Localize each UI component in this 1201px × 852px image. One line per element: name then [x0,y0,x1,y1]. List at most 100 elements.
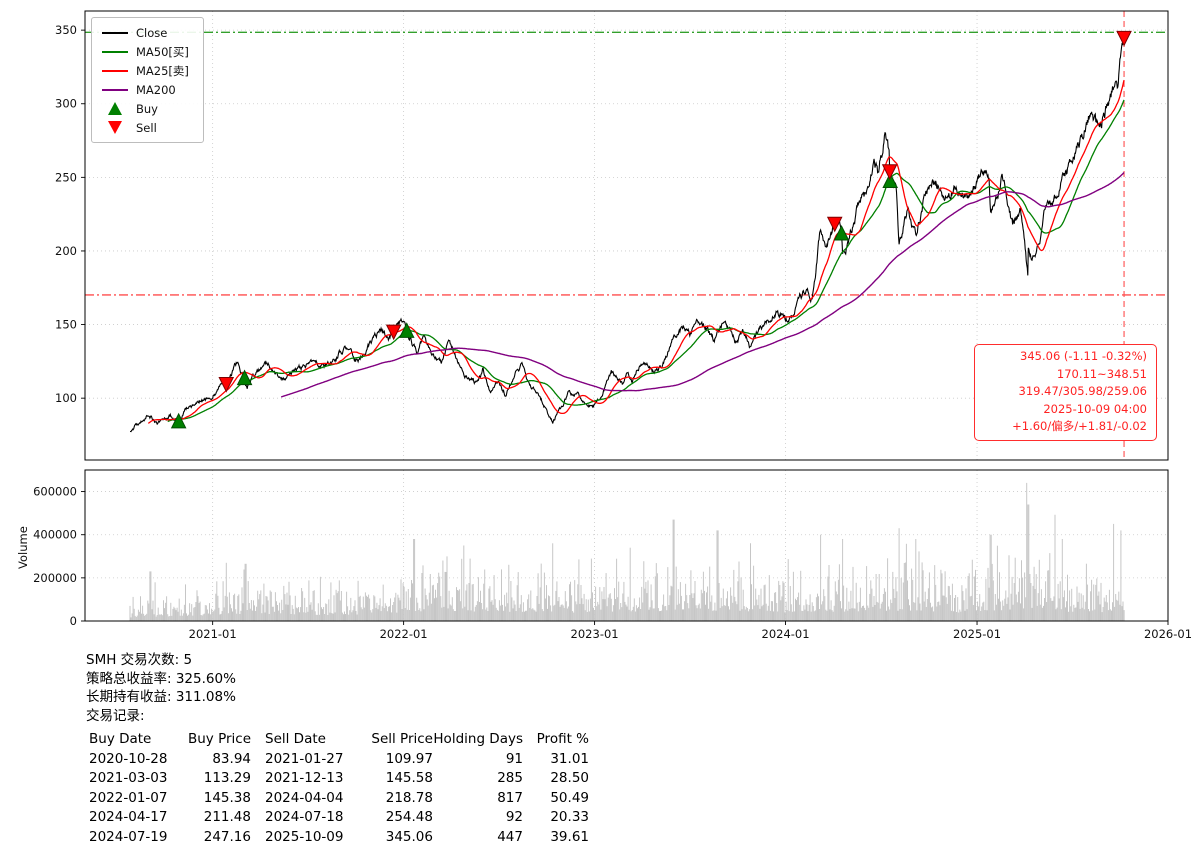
x-axis-label: 2026-01 [1144,627,1192,641]
table-row: 2022-01-07 145.38 2024-04-04 218.78 817 50.49 [89,790,589,810]
chart-legend: Close MA50[买] MA25[卖] MA200 Buy Sell [91,17,204,143]
ma25-line-icon [101,69,128,72]
price-axis-label: 250 [55,170,77,184]
trades-cell: 2021-12-13 [265,770,344,786]
close-line-icon [101,31,128,34]
annotation-datetime: 2025-10-09 04:00 [1043,401,1147,416]
price-axis-label: 100 [55,391,77,405]
table-row: 2024-07-19 247.16 2025-10-09 345.06 447 39.61 [89,829,589,849]
x-axis-label: 2022-01 [380,627,428,641]
trades-header-row: Buy Date Buy Price Sell Date Sell Price Hold… [89,731,589,751]
legend-label: MA200 [136,82,176,97]
trades-cell: 247.16 [203,828,251,845]
trades-cell: 113.29 [203,770,251,786]
trades-col-header: Sell Price [371,731,433,747]
trades-cell: 2020-10-28 [89,750,168,767]
price-axis-label: 300 [55,97,77,111]
trades-col-header: Buy Date [89,731,152,747]
trades-cell: 83.94 [212,750,251,767]
buy-hold-return-line: 长期持有收益: 311.08% [86,689,236,706]
buy-marker [236,369,253,386]
price-axis-label: 350 [55,23,77,37]
buy-marker [833,224,850,241]
strategy-return-line: 策略总收益率: 325.60% [86,670,236,687]
trades-cell: 28.50 [550,770,589,786]
buy-triangle-icon [101,102,128,115]
legend-label: Close [136,25,168,40]
trades-cell: 285 [497,770,523,786]
trades-col-header: Holding Days [433,731,523,747]
trades-cell: 145.38 [203,789,251,806]
trades-cell: 109.97 [385,750,433,767]
ma200-line [280,171,1125,398]
gridlines [85,11,1169,622]
trades-cell: 345.06 [385,828,433,845]
volume-axis-label: Volume [16,526,30,569]
trades-cell: 2021-01-27 [265,750,344,767]
legend-label: MA50[买] [136,44,189,59]
legend-item-buy: Buy [101,101,189,116]
price-plot-border [84,10,1169,461]
annotation-ma-values: 319.47/305.98/259.06 [1018,384,1147,399]
trades-cell: 31.01 [550,750,589,767]
table-row: 2020-10-28 83.94 2021-01-27 109.97 91 31.01 [89,751,589,771]
x-axis-label: 2024-01 [762,627,810,641]
trades-cell: 2024-04-17 [89,809,168,825]
price-volume-chart: 2021-01 2022-01 2023-01 2024-01 2025-01 2026-… [33,10,1192,641]
trades-cell: 254.48 [385,809,433,825]
legend-label: Buy [136,101,158,116]
price-axis-label: 150 [55,318,77,332]
trades-cell: 92 [505,809,523,825]
trades-cell: 2025-10-09 [265,828,344,845]
trades-cell: 20.33 [550,809,589,825]
buy-marker [170,412,187,429]
trades-cell: 211.48 [203,809,251,825]
annotation-signal: +1.60/偏多/+1.81/-0.02 [1012,419,1147,434]
trades-cell: 817 [497,789,523,806]
legend-item-close: Close [101,25,189,40]
trades-cell: 91 [505,750,523,767]
sell-marker [385,324,402,341]
ma200-line-icon [101,88,128,91]
trades-cell: 2022-01-07 [89,789,168,806]
ma25-line [147,79,1125,424]
trades-cell: 2024-04-04 [265,789,344,806]
legend-label: Sell [136,120,157,135]
trades-cell: 2024-07-18 [265,809,344,825]
sell-marker [1116,30,1132,47]
trades-cell: 2021-03-03 [89,770,168,786]
ma50-line [167,99,1125,423]
legend-item-ma25: MA25[卖] [101,63,189,78]
volume-bars [129,482,1125,621]
trades-col-header: Profit % [536,731,589,747]
legend-item-ma200: MA200 [101,82,189,97]
trade-records-table: Buy Date Buy Price Sell Date Sell Price Hold… [89,731,589,848]
trade-markers [170,30,1132,429]
sell-marker [826,216,843,233]
annotation-range: 170.11~348.51 [1056,366,1147,381]
legend-label: MA25[卖] [136,63,189,78]
buy-marker [398,322,415,338]
trades-cell: 145.58 [385,770,433,786]
table-row: 2024-04-17 211.48 2024-07-18 254.48 92 20.33 [89,809,589,829]
volume-axis-tick-label: 200000 [33,571,77,585]
trades-cell: 39.61 [550,828,589,845]
trades-cell: 2024-07-19 [89,828,168,845]
x-axis-label: 2023-01 [571,627,619,641]
trades-cell: 50.49 [550,789,589,806]
trade-records-label: 交易记录: [86,707,145,724]
axes: 2021-01 2022-01 2023-01 2024-01 2025-01 2026-… [33,10,1192,641]
trades-cell: 447 [497,828,523,845]
buy-marker [882,172,898,189]
annotation-price-change: 345.06 (-1.11 -0.32%) [1020,349,1147,363]
price-annotation-box: 345.06 (-1.11 -0.32%) 170.11~348.51 319.… [974,344,1157,441]
volume-axis-tick-label: 600000 [33,485,77,499]
volume-axis-tick-label: 400000 [33,528,77,542]
trades-col-header: Sell Date [265,731,326,747]
ma50-line-icon [101,50,128,53]
trade-count-line: SMH 交易次数: 5 [86,652,193,668]
sell-triangle-icon [101,121,128,134]
x-axis-label: 2025-01 [953,627,1001,641]
table-row: 2021-03-03 113.29 2021-12-13 145.58 285 28.50 [89,770,589,790]
legend-item-sell: Sell [101,120,189,135]
